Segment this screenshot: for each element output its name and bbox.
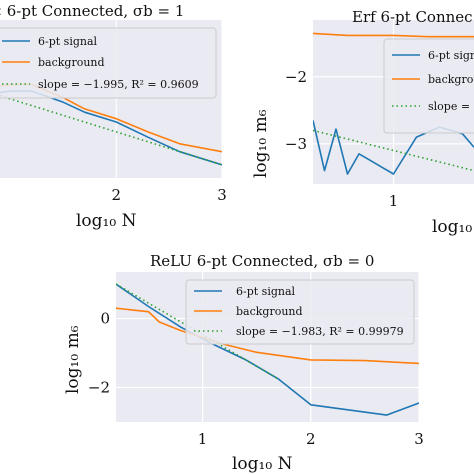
- legend-box: [185, 279, 415, 345]
- series-line-fit: [313, 129, 474, 172]
- tick-labels: 1 −2 −3: [285, 68, 398, 210]
- y-tick-label: 0: [100, 310, 110, 328]
- legend-label: background: [38, 56, 105, 69]
- y-axis-label: log₁₀ m₆: [251, 109, 271, 178]
- x-tick-label: 3: [414, 430, 424, 448]
- legend: 6-pt signal background slope = −1.983, R…: [185, 279, 415, 345]
- y-tick-label: −2: [88, 379, 110, 397]
- legend-label: slope = −1.983, R² = 0.99979: [236, 325, 404, 338]
- x-axis-label: log₁₀: [432, 217, 472, 237]
- legend-label: 6-pt signal: [428, 49, 474, 62]
- x-axis-label: log₁₀ N: [232, 454, 293, 474]
- legend-label: slope = −1.995, R² = 0.9609: [38, 78, 199, 91]
- x-tick-label: 2: [306, 430, 316, 448]
- series-line-signal: [116, 283, 419, 416]
- legend: 6-pt signal background slope = −1.995, R…: [0, 27, 217, 99]
- chart-panel-bottom: 1 2 3 0 −2 ReLU 6-pt Connected, σb = 0 log₁₀…: [63, 252, 424, 474]
- chart-title: Erf 6-pt Connec: [352, 8, 473, 26]
- x-tick-label: 1: [198, 430, 208, 448]
- tick-labels: 1 2 3 0 −2: [88, 310, 424, 448]
- x-axis-label: log₁₀ N: [76, 211, 137, 231]
- y-tick-label: −2: [285, 68, 307, 86]
- series-line-background: [313, 32, 474, 38]
- chart-title: ‹ 6-pt Connected, σb = 1: [0, 2, 184, 20]
- legend-label: background: [428, 73, 474, 86]
- legend-label: 6-pt signal: [38, 35, 98, 48]
- y-axis-label: log₁₀ m₆: [63, 325, 83, 394]
- legend-label: background: [236, 305, 303, 318]
- x-tick-label: 1: [389, 192, 399, 210]
- x-tick-label: 3: [217, 186, 227, 204]
- series-line-fit: [0, 94, 222, 166]
- legend-label: slope =: [428, 100, 470, 113]
- x-tick-label: 2: [112, 186, 122, 204]
- legend-label: 6-pt signal: [236, 285, 296, 298]
- chart-title: ReLU 6-pt Connected, σb = 0: [150, 252, 374, 270]
- legend: 6-pt signal background slope =: [383, 38, 474, 134]
- legend-box: [383, 38, 474, 134]
- y-tick-label: −3: [285, 135, 307, 153]
- chart-panel-top-right: 1 −2 −3 Erf 6-pt Connec log₁₀ log₁₀ m₆ 6-p…: [251, 8, 474, 237]
- legend-box: [0, 27, 217, 99]
